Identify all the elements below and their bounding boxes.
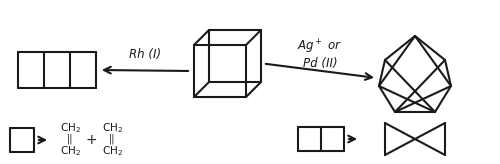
- Text: ||: ||: [109, 134, 115, 144]
- Text: CH$_2$: CH$_2$: [60, 121, 80, 135]
- Text: CH$_2$: CH$_2$: [102, 144, 122, 158]
- Text: ||: ||: [67, 134, 73, 144]
- Text: Rh (I): Rh (I): [129, 48, 161, 61]
- Text: CH$_2$: CH$_2$: [60, 144, 80, 158]
- Text: CH$_2$: CH$_2$: [102, 121, 122, 135]
- Text: Pd (II): Pd (II): [302, 57, 338, 70]
- Text: +: +: [85, 133, 97, 147]
- Text: Ag$^+$ or: Ag$^+$ or: [298, 38, 343, 56]
